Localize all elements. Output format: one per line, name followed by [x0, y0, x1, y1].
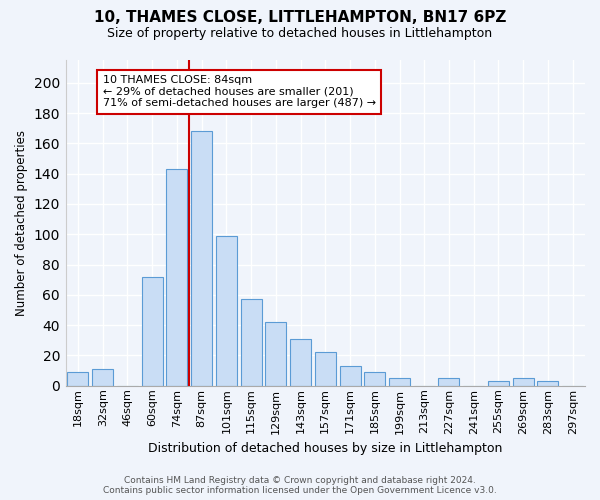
Bar [439, 378, 460, 386]
Bar [315, 352, 336, 386]
Bar [241, 300, 262, 386]
Bar [166, 169, 187, 386]
Bar [364, 372, 385, 386]
Bar [290, 339, 311, 386]
Y-axis label: Number of detached properties: Number of detached properties [15, 130, 28, 316]
Bar [538, 381, 559, 386]
X-axis label: Distribution of detached houses by size in Littlehampton: Distribution of detached houses by size … [148, 442, 502, 455]
Bar [142, 276, 163, 386]
Bar [191, 131, 212, 386]
Bar [488, 381, 509, 386]
Bar [265, 322, 286, 386]
Bar [512, 378, 533, 386]
Bar [92, 369, 113, 386]
Text: 10, THAMES CLOSE, LITTLEHAMPTON, BN17 6PZ: 10, THAMES CLOSE, LITTLEHAMPTON, BN17 6P… [94, 10, 506, 25]
Bar [216, 236, 237, 386]
Text: Contains HM Land Registry data © Crown copyright and database right 2024.: Contains HM Land Registry data © Crown c… [124, 476, 476, 485]
Text: 10 THAMES CLOSE: 84sqm
← 29% of detached houses are smaller (201)
71% of semi-de: 10 THAMES CLOSE: 84sqm ← 29% of detached… [103, 75, 376, 108]
Bar [340, 366, 361, 386]
Bar [67, 372, 88, 386]
Text: Size of property relative to detached houses in Littlehampton: Size of property relative to detached ho… [107, 28, 493, 40]
Text: Contains public sector information licensed under the Open Government Licence v3: Contains public sector information licen… [103, 486, 497, 495]
Bar [389, 378, 410, 386]
